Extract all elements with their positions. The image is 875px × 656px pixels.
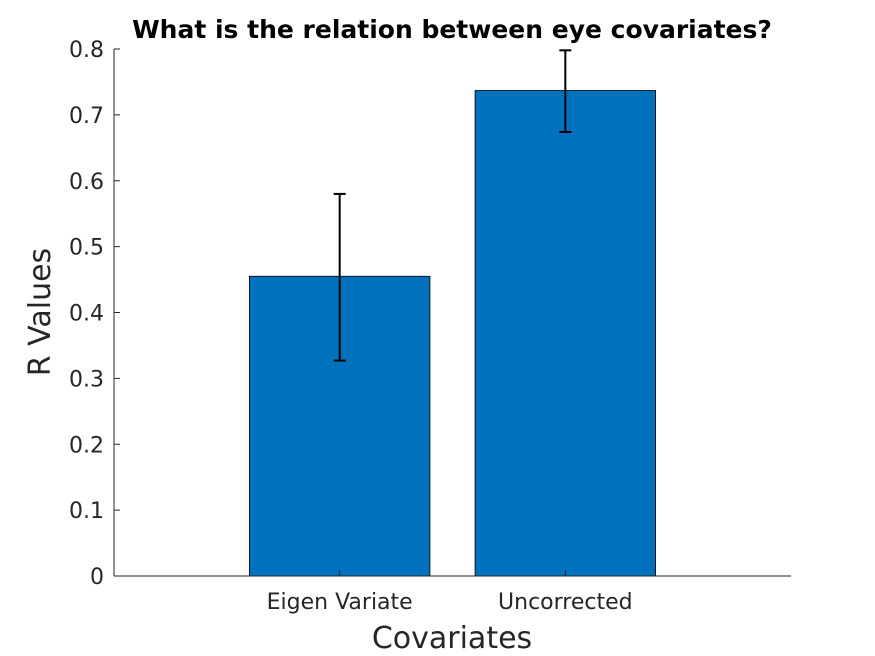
y-tick-label: 0.2 [69,433,104,458]
y-tick-label: 0.6 [69,170,104,195]
x-tick-label: Eigen Variate [267,590,413,615]
y-tick-label: 0 [90,565,104,590]
y-tick-label: 0.4 [69,302,104,327]
y-tick-label: 0.5 [69,236,104,261]
bar [474,90,657,577]
chart-title: What is the relation between eye covaria… [132,15,772,44]
y-tick-label: 0.3 [69,367,104,392]
error-bar [333,192,346,362]
y-tick-label: 0.1 [69,499,104,524]
error-bar [559,49,572,134]
y-tick-label: 0.7 [69,104,104,129]
plot-area [248,49,657,577]
y-axis-label: R Values [23,248,58,376]
y-ticks: 0 0.1 0.2 0.3 0.4 0.5 0.6 0.7 0.8 [69,38,120,590]
y-tick-label: 0.8 [69,38,104,63]
x-axis-label: Covariates [372,621,532,656]
x-ticks: Eigen Variate Uncorrected [267,570,633,615]
x-tick-label: Uncorrected [498,590,633,615]
